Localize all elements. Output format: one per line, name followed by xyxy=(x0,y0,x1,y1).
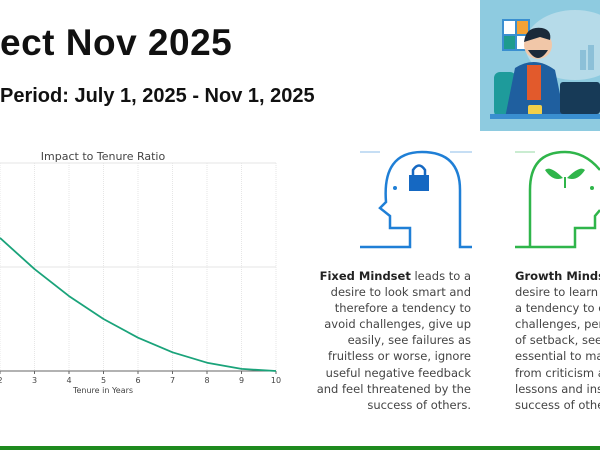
text-line: essential to mas xyxy=(515,349,600,364)
growth-mindset-heading: Growth Mindse xyxy=(515,269,600,283)
text-line: success of others. xyxy=(367,397,471,412)
head-sprout-icon xyxy=(515,150,600,249)
fixed-mindset-heading: Fixed Mindset xyxy=(319,269,411,283)
x-tick-label: 10 xyxy=(271,376,281,385)
x-tick-label: 8 xyxy=(204,376,209,385)
text-line: from criticism a xyxy=(515,365,600,380)
head-lock-icon xyxy=(360,150,472,249)
x-tick-label: 5 xyxy=(101,376,106,385)
text-line: challenges, pers xyxy=(515,317,600,332)
chart-title: Impact to Tenure Ratio xyxy=(41,150,166,163)
text-line: of setback, see t xyxy=(515,333,600,348)
text-line: avoid challenges, give up xyxy=(324,317,471,332)
text-line: easily, see failures as xyxy=(347,333,471,348)
text-line: therefore a tendency to xyxy=(334,301,471,316)
footer-accent-bar xyxy=(0,446,600,450)
x-tick-label: 9 xyxy=(239,376,244,385)
text-line: desire to learn a xyxy=(515,285,600,300)
text-line: leads to a xyxy=(410,269,471,283)
office-worker-illustration xyxy=(480,0,600,131)
text-line: useful negative feedback xyxy=(325,365,471,380)
text-line: fruitless or worse, ignore xyxy=(327,349,471,364)
impact-tenure-chart: Impact to Tenure Ratio 2 3 4 5 6 7 8 9 10 Tenure… xyxy=(0,150,281,395)
x-axis-label: Tenure in Years xyxy=(72,386,133,395)
period-subtitle: Period: July 1, 2025 - Nov 1, 2025 xyxy=(0,85,315,107)
text-line: and feel threatened by the xyxy=(316,381,471,396)
text-line: lessons and insp xyxy=(515,381,600,396)
fixed-mindset-description: Fixed Mindset leads to a desire to look … xyxy=(317,268,471,413)
series-line xyxy=(0,237,277,372)
x-tick-label: 7 xyxy=(170,376,175,385)
slide-title: ect Nov 2025 xyxy=(0,22,233,63)
text-line: a tendency to e xyxy=(515,301,600,316)
x-tick-label: 4 xyxy=(66,376,71,385)
text-line: success of other xyxy=(515,397,600,412)
text-line: desire to look smart and xyxy=(330,285,471,300)
x-tick-label: 2 xyxy=(0,376,3,385)
growth-mindset-description: Growth Mindse desire to learn a a tenden… xyxy=(515,268,600,413)
x-tick-label: 3 xyxy=(32,376,37,385)
x-tick-label: 6 xyxy=(135,376,140,385)
